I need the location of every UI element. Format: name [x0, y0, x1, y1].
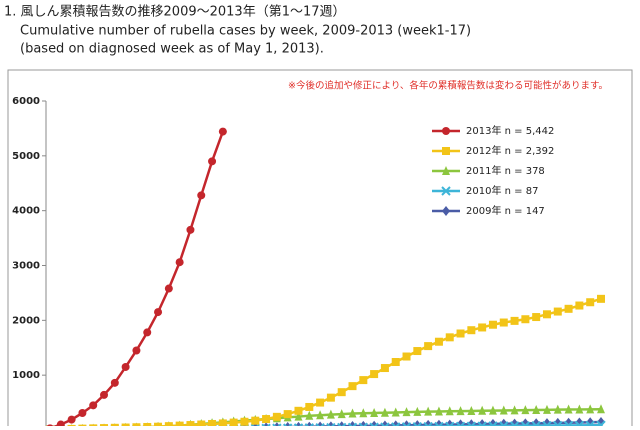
marker [500, 319, 508, 327]
marker [457, 329, 465, 337]
marker [100, 391, 108, 399]
marker [554, 308, 562, 316]
marker [251, 417, 259, 425]
marker [186, 421, 194, 426]
marker [230, 419, 238, 426]
marker [446, 333, 454, 341]
marker [597, 295, 605, 303]
marker [359, 376, 367, 384]
marker [575, 302, 583, 310]
marker [165, 422, 173, 426]
marker [208, 157, 216, 165]
marker [489, 321, 497, 329]
legend-label: 2011年 n = 378 [466, 164, 545, 177]
marker [78, 409, 86, 417]
marker [442, 147, 450, 155]
marker [240, 418, 248, 426]
marker [111, 379, 119, 387]
marker [294, 407, 302, 415]
marker [122, 363, 130, 371]
marker [284, 410, 292, 418]
marker [89, 401, 97, 409]
marker [219, 128, 227, 136]
marker [543, 310, 551, 318]
marker [165, 285, 173, 293]
marker [208, 420, 216, 426]
marker [565, 305, 573, 313]
marker [68, 416, 76, 424]
marker [338, 388, 346, 396]
marker [403, 353, 411, 361]
marker [381, 364, 389, 372]
y-tick-label: 4000 [12, 206, 40, 217]
legend-label: 2012年 n = 2,392 [466, 144, 554, 157]
marker [435, 338, 443, 346]
marker [442, 127, 450, 135]
chart-title: 1. 風しん累積報告数の推移2009～2013年（第1～17週） [4, 5, 346, 20]
marker [511, 317, 519, 325]
marker [370, 370, 378, 378]
marker [186, 226, 194, 234]
marker [467, 326, 475, 334]
marker [532, 313, 540, 321]
marker [316, 399, 324, 407]
marker [273, 413, 281, 421]
marker [143, 328, 151, 336]
marker [262, 415, 270, 423]
legend-label: 2010年 n = 87 [466, 184, 538, 197]
marker [521, 315, 529, 323]
marker [305, 403, 313, 411]
marker [197, 421, 205, 426]
marker [154, 308, 162, 316]
y-tick-label: 1000 [12, 370, 40, 381]
y-tick-label: 3000 [12, 261, 40, 272]
series-line [50, 132, 223, 426]
y-tick-label: 2000 [12, 315, 40, 326]
chart-subtitle: Cumulative number of rubella cases by we… [20, 24, 471, 39]
marker [132, 346, 140, 354]
marker [327, 394, 335, 402]
legend-label: 2013年 n = 5,442 [466, 124, 554, 137]
marker [413, 347, 421, 355]
marker [478, 323, 486, 331]
chart-subtitle: (based on diagnosed week as of May 1, 20… [20, 42, 324, 57]
marker [57, 421, 65, 426]
marker [176, 422, 184, 426]
marker [392, 358, 400, 366]
marker [586, 298, 594, 306]
annotation: ※今後の追加や修正により、各年の累積報告数は変わる可能性があります。 [288, 80, 608, 92]
legend-label: 2009年 n = 147 [466, 204, 545, 217]
marker [176, 258, 184, 266]
marker [424, 342, 432, 350]
y-tick-label: 6000 [12, 96, 40, 107]
marker [349, 382, 357, 390]
y-tick-label: 5000 [12, 151, 40, 162]
marker [219, 419, 227, 426]
marker [197, 191, 205, 199]
